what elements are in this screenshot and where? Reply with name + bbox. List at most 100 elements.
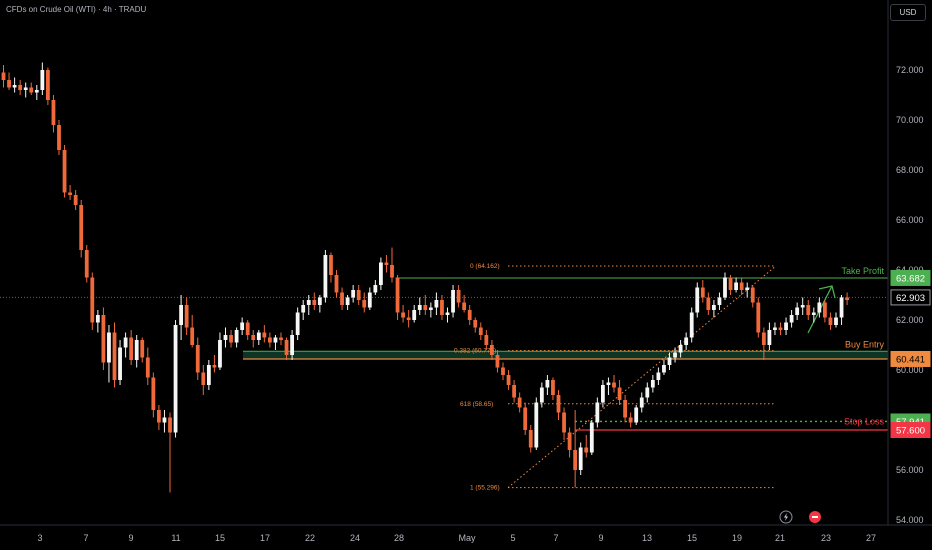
candle-body xyxy=(745,287,750,290)
candle-body xyxy=(401,312,405,318)
chart-title: CFDs on Crude Oil (WTI) · 4h · TRADU xyxy=(6,5,147,14)
candle-body xyxy=(667,357,672,365)
take-profit-badge: 63.682 xyxy=(896,273,925,284)
candle-body xyxy=(723,277,727,298)
candle-body xyxy=(157,410,161,423)
fib-level-label: 618 (58.65) xyxy=(460,401,493,408)
candle-body xyxy=(800,305,805,308)
y-tick-label: 60.000 xyxy=(896,365,924,375)
flag-icon[interactable] xyxy=(809,511,821,523)
x-tick-label: 27 xyxy=(866,533,876,543)
y-tick-label: 72.000 xyxy=(896,65,924,75)
x-tick-label: 11 xyxy=(171,533,180,543)
candle-body xyxy=(12,85,17,88)
candle-body xyxy=(650,380,655,388)
take-profit-label: Take Profit xyxy=(841,266,884,276)
candle-body xyxy=(162,417,167,423)
candle-body xyxy=(329,255,333,275)
candle-body xyxy=(245,322,250,335)
y-tick-label: 70.000 xyxy=(896,115,924,125)
candle-body xyxy=(662,365,666,373)
candle-body xyxy=(695,287,700,313)
take-profit-badge-bg xyxy=(890,269,931,286)
stop-loss-red-badge: 57.600 xyxy=(896,426,925,437)
candle-body xyxy=(628,417,633,423)
candle-body xyxy=(478,327,483,335)
candle-body xyxy=(445,312,450,315)
candle-body xyxy=(434,300,439,308)
candle-body xyxy=(545,380,550,388)
candle-body xyxy=(467,310,472,320)
candle-body xyxy=(295,312,300,335)
candle-body xyxy=(406,317,411,320)
x-tick-label: 7 xyxy=(553,533,558,543)
candle-body xyxy=(645,387,650,398)
fib-trend-line xyxy=(507,265,777,488)
candle-body xyxy=(90,277,95,323)
candle-body xyxy=(190,327,195,345)
currency-button[interactable]: USD xyxy=(890,4,926,21)
candle-body xyxy=(40,70,45,90)
y-tick-label: 56.000 xyxy=(896,465,924,475)
time-axis[interactable]: 3 7 9 11 15 17 22 24 28 May 5 7 9 13 15 19 21 23 27 xyxy=(37,533,876,543)
candle-body xyxy=(195,345,200,373)
candle-body xyxy=(79,205,84,250)
candle-body xyxy=(839,297,844,318)
candle-body xyxy=(356,290,361,300)
x-tick-label: 5 xyxy=(510,533,515,543)
candle-body xyxy=(62,150,67,193)
candle-body xyxy=(495,355,500,368)
candle-body xyxy=(223,335,228,340)
candle-body xyxy=(256,332,261,340)
candle-body xyxy=(562,412,566,433)
candle-body xyxy=(456,290,461,303)
candle-body xyxy=(184,305,189,328)
candle-body xyxy=(834,317,838,325)
candle-body xyxy=(29,87,34,93)
x-tick-label: 21 xyxy=(775,533,785,543)
candle-body xyxy=(462,302,467,310)
candle-body xyxy=(367,292,372,308)
candle-body xyxy=(212,365,217,368)
x-tick-label: 15 xyxy=(687,533,697,543)
candle-body xyxy=(206,365,211,385)
x-tick-label: 7 xyxy=(83,533,88,543)
stop-loss-red-badge-bg xyxy=(890,422,931,438)
candle-body xyxy=(806,305,811,315)
candle-body xyxy=(317,297,322,305)
x-tick-label: 23 xyxy=(821,533,831,543)
y-tick-label: 62.000 xyxy=(896,315,924,325)
x-tick-label: 28 xyxy=(394,533,404,543)
lightning-icon[interactable] xyxy=(779,510,793,524)
candle-body xyxy=(717,297,722,305)
candle-body xyxy=(761,332,766,345)
y-tick-label: 54.000 xyxy=(896,515,924,525)
candle-body xyxy=(145,357,150,378)
candle-body xyxy=(767,330,772,345)
candle-body xyxy=(306,300,311,305)
candle-body xyxy=(251,335,256,340)
buy-entry-badge: 60.441 xyxy=(896,354,925,365)
candle-body xyxy=(290,335,294,355)
candle-body xyxy=(112,332,117,380)
candle-body xyxy=(95,315,100,323)
candle-body xyxy=(134,340,139,360)
candle-body xyxy=(417,305,422,310)
candle-body xyxy=(573,450,578,470)
candle-body xyxy=(279,337,283,340)
candle-body xyxy=(151,377,156,410)
candle-body xyxy=(46,70,50,100)
candle-body xyxy=(118,347,122,380)
candle-body xyxy=(490,345,494,355)
candle-body xyxy=(101,315,106,363)
candle-body xyxy=(528,430,533,448)
candle-body xyxy=(750,287,755,303)
green-up-arrow-head xyxy=(818,285,836,299)
candle-body xyxy=(395,277,400,313)
y-tick-label: 68.000 xyxy=(896,165,924,175)
candle-body xyxy=(373,285,378,293)
candle-body xyxy=(201,372,206,385)
candle-body xyxy=(823,302,827,318)
